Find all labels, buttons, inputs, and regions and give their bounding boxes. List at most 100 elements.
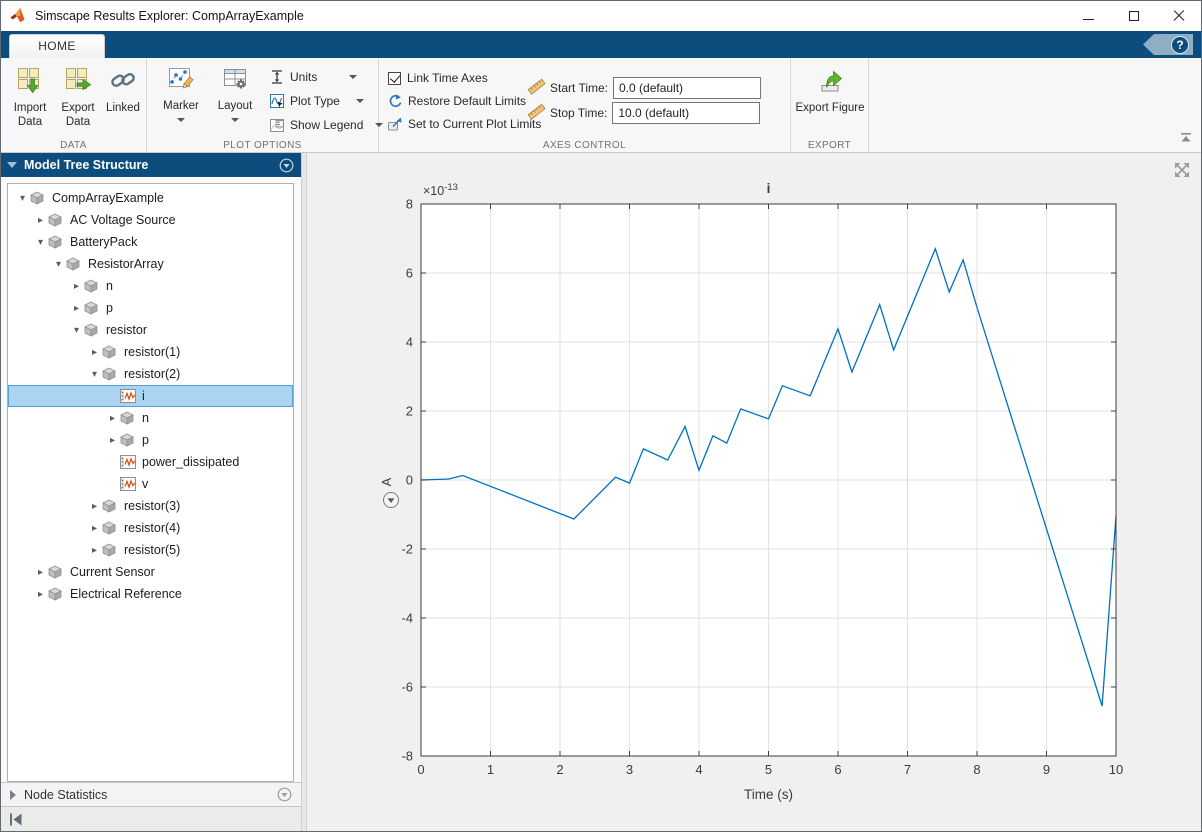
y-tick-label: 0 [406,473,413,488]
chart-panel: 0 1 2 3 4 5 6 7 8 9 10 -8 -6 -4 -2 0 2 4 6 8 i ×10-13 A Time (s… [307,153,1201,831]
tree-item-resistor-2[interactable]: ▾ resistor(2) [8,363,293,385]
set-to-current-plot-limits-button[interactable]: Set to Current Plot Limits [387,115,541,133]
start-time-input[interactable] [613,77,762,99]
expand-arrow-icon[interactable]: ▸ [91,544,98,556]
node-statistics-bar[interactable]: Node Statistics [1,782,301,806]
tree-item-resistor[interactable]: ▾ resistor [8,319,293,341]
import-data-label: Import Data [13,102,47,128]
export-figure-label: Export Figure [795,102,865,114]
node-statistics-menu-icon[interactable] [277,787,292,802]
export-data-button[interactable]: Export Data [55,66,101,129]
y-tick-label: -2 [401,542,413,557]
panel-splitter[interactable] [301,153,307,831]
plot-type-label: Plot Type [290,94,340,108]
tree-item-resistor-1[interactable]: ▸ resistor(1) [8,341,293,363]
y-tick-label: -4 [401,611,413,626]
tree-item-resistorarray[interactable]: ▾ ResistorArray [8,253,293,275]
link-time-axes-checkbox[interactable]: Link Time Axes [388,69,488,87]
export-section-label: EXPORT [807,140,852,151]
collapse-ribbon-button[interactable] [1180,130,1192,148]
tree-item-i[interactable]: i [8,385,293,407]
expand-plot-button[interactable] [1173,161,1191,184]
export-data-icon [64,66,92,99]
stop-time-input[interactable] [612,102,761,124]
collapse-arrow-icon[interactable]: ▾ [73,324,80,336]
expand-arrow-icon[interactable]: ▸ [37,214,44,226]
show-legend-label: Show Legend [290,118,364,132]
expand-arrow-icon[interactable]: ▸ [91,522,98,534]
block-icon [102,499,121,513]
y-axis-label: A [379,477,394,486]
y-tick-label: 8 [406,197,413,212]
linked-label: Linked [106,102,140,114]
units-dropdown-caret-icon [349,75,358,79]
tree-item-power-dissipated[interactable]: power_dissipated [8,451,293,473]
expand-arrow-icon[interactable]: ▸ [37,588,44,600]
block-icon [120,433,139,447]
tree-item-label: n [142,411,149,425]
tree-item-resistor-5[interactable]: ▸ resistor(5) [8,539,293,561]
expand-arrow-icon[interactable]: ▸ [73,280,80,292]
tree-item-resistor-3[interactable]: ▸ resistor(3) [8,495,293,517]
import-data-button[interactable]: Import Data [7,66,53,129]
linked-button[interactable]: Linked [103,66,143,116]
x-tick-label: 7 [904,762,911,777]
minimize-button[interactable] [1066,1,1111,31]
block-icon [120,411,139,425]
export-figure-button[interactable]: Export Figure [793,66,867,116]
tree-item-comparrayexample[interactable]: ▾ CompArrayExample [8,187,293,209]
tree-item-batterypack[interactable]: ▾ BatteryPack [8,231,293,253]
collapse-arrow-icon[interactable]: ▾ [91,368,98,380]
tab-home[interactable]: HOME [9,34,105,58]
expand-arrow-icon[interactable]: ▸ [109,434,116,446]
model-tree-panel-header[interactable]: Model Tree Structure [1,153,301,177]
show-legend-button[interactable]: Show Legend [269,116,384,134]
maximize-button[interactable] [1111,1,1156,31]
tree-item-p[interactable]: ▸ p [8,297,293,319]
x-tick-label: 6 [834,762,841,777]
x-tick-label: 4 [695,762,702,777]
plot-type-icon [269,93,285,109]
tree-item-label: Electrical Reference [70,587,182,601]
plot-type-button[interactable]: Plot Type [269,92,364,110]
block-icon [84,301,103,315]
expand-arrow-icon[interactable]: ▸ [91,500,98,512]
units-button[interactable]: Units [269,68,358,86]
tree-item-electrical-reference[interactable]: ▸ Electrical Reference [8,583,293,605]
marker-icon [168,66,195,97]
close-button[interactable] [1156,1,1201,31]
node-statistics-expand-arrow-icon [10,789,16,800]
expand-arrow-icon[interactable]: ▸ [91,346,98,358]
collapse-arrow-icon[interactable]: ▾ [37,236,44,248]
block-icon [48,213,67,227]
tree-item-current-sensor[interactable]: ▸ Current Sensor [8,561,293,583]
tree-item-label: resistor(5) [124,543,181,557]
tree-item-v[interactable]: v [8,473,293,495]
linked-icon [109,66,137,99]
collapse-panel-button[interactable] [9,813,24,826]
panel-menu-icon[interactable] [279,158,294,173]
series-line-i [420,246,1117,707]
ribbon-tab-strip: HOME ? [1,31,1201,58]
collapse-arrow-icon[interactable]: ▾ [55,258,62,270]
tree-item-ac-voltage-source[interactable]: ▸ AC Voltage Source [8,209,293,231]
collapse-arrow-icon[interactable]: ▾ [19,192,26,204]
y-axis-exponent-label: ×10-13 [423,182,458,198]
marker-button[interactable]: Marker [155,66,207,122]
restore-default-limits-button[interactable]: Restore Default Limits [387,92,526,110]
tree-item-label: ResistorArray [88,257,164,271]
results-plot[interactable]: 0 1 2 3 4 5 6 7 8 9 10 -8 -6 -4 -2 0 2 4 6 8 i ×10-13 A Time (s… [307,153,1202,832]
expand-arrow-icon[interactable]: ▸ [37,566,44,578]
tree-item-resistor-4[interactable]: ▸ resistor(4) [8,517,293,539]
tree-item-p[interactable]: ▸ p [8,429,293,451]
minimize-icon [1083,18,1094,20]
layout-button[interactable]: Layout [209,66,261,122]
expand-arrow-icon[interactable]: ▸ [109,412,116,424]
model-tree-panel: Model Tree Structure ▾ CompArrayExample ▸ A… [1,153,301,831]
expand-arrow-icon[interactable]: ▸ [73,302,80,314]
tree-item-n[interactable]: ▸ n [8,275,293,297]
tree-item-n[interactable]: ▸ n [8,407,293,429]
help-button[interactable]: ? [1143,34,1193,55]
plot-options-section-label: PLOT OPTIONS [223,140,302,151]
tree-item-label: i [142,389,145,403]
